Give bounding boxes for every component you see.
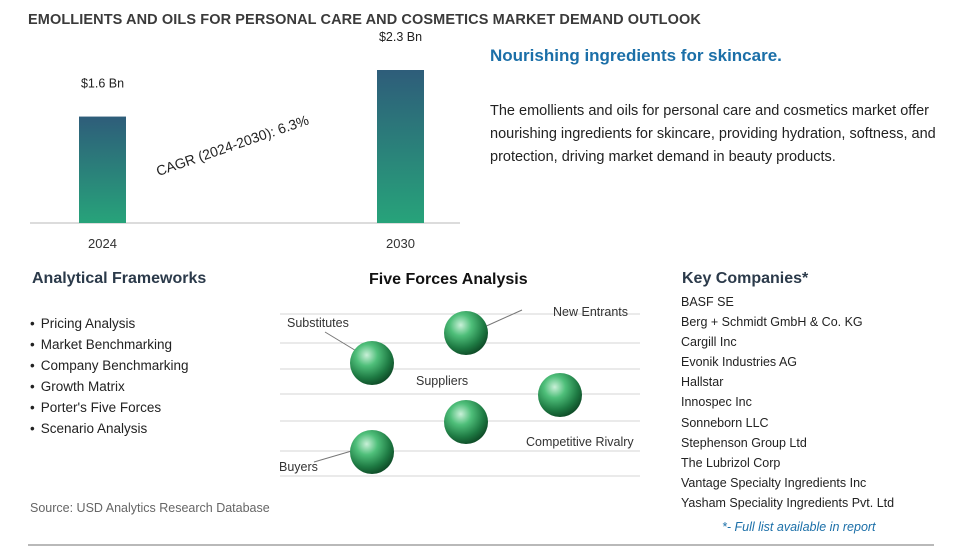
- market-size-bar-chart: $1.6 Bn $2.3 Bn 2024 2030 CAGR (2024-203…: [30, 30, 460, 251]
- force-label-substitutes: Substitutes: [287, 316, 349, 330]
- list-item: Growth Matrix: [30, 376, 189, 397]
- list-item: Innospec Inc: [681, 395, 752, 410]
- list-item: Evonik Industries AG: [681, 355, 798, 370]
- force-label-suppliers: Suppliers: [416, 374, 468, 388]
- list-item: Company Benchmarking: [30, 355, 189, 376]
- footer-divider: [28, 544, 934, 546]
- connector-line: [313, 449, 356, 463]
- x-tick-2024: 2024: [88, 236, 117, 251]
- list-item: Yasham Speciality Ingredients Pvt. Ltd: [681, 495, 895, 510]
- five-forces-title: Five Forces Analysis: [369, 271, 528, 288]
- list-item: Porter's Five Forces: [30, 397, 189, 418]
- key-companies-title: Key Companies*: [682, 270, 809, 287]
- key-companies-list: BASF SE Berg + Schmidt GmbH & Co. KG Car…: [681, 292, 894, 513]
- connector-line: [324, 331, 359, 353]
- force-label-competitive-rivalry: Competitive Rivalry: [526, 435, 634, 449]
- bar-value-label-2030: $2.3 Bn: [379, 30, 422, 44]
- force-label-buyers: Buyers: [279, 460, 318, 474]
- sphere-competitive-rivalry: [538, 373, 582, 417]
- sphere-new-entrants: [444, 311, 488, 355]
- full-list-note: *- Full list available in report: [722, 520, 876, 534]
- list-item: Sonneborn LLC: [681, 415, 769, 430]
- x-tick-2030: 2030: [386, 236, 415, 251]
- list-item: Vantage Specialty Ingredients Inc: [681, 475, 867, 490]
- cagr-annotation: CAGR (2024-2030): 6.3%: [154, 112, 311, 179]
- bar-2024: [79, 116, 126, 223]
- bar-2030: [377, 70, 424, 223]
- frameworks-title: Analytical Frameworks: [32, 270, 207, 287]
- list-item: Pricing Analysis: [30, 313, 189, 334]
- summary-description: The emollients and oils for personal car…: [490, 103, 936, 165]
- five-forces-diagram: Substitutes New Entrants Suppliers Compe…: [279, 305, 640, 477]
- page-title: EMOLLIENTS AND OILS FOR PERSONAL CARE AN…: [28, 12, 701, 28]
- connector-line: [481, 309, 523, 329]
- source-note: Source: USD Analytics Research Database: [30, 501, 270, 515]
- list-item: Berg + Schmidt GmbH & Co. KG: [681, 315, 863, 330]
- list-item: Market Benchmarking: [30, 334, 189, 355]
- sphere-buyers: [350, 430, 394, 474]
- summary-tagline: Nourishing ingredients for skincare.: [490, 46, 782, 65]
- list-item: Hallstar: [681, 375, 724, 390]
- list-item: Stephenson Group Ltd: [681, 435, 807, 450]
- list-item: BASF SE: [681, 295, 734, 309]
- frameworks-list: Pricing Analysis Market Benchmarking Com…: [30, 313, 189, 439]
- sphere-substitutes: [350, 341, 394, 385]
- force-label-new-entrants: New Entrants: [553, 305, 628, 319]
- list-item: Cargill Inc: [681, 335, 737, 350]
- list-item: The Lubrizol Corp: [681, 455, 781, 470]
- list-item: Scenario Analysis: [30, 418, 189, 439]
- bar-value-label-2024: $1.6 Bn: [81, 77, 124, 91]
- sphere-suppliers: [444, 400, 488, 444]
